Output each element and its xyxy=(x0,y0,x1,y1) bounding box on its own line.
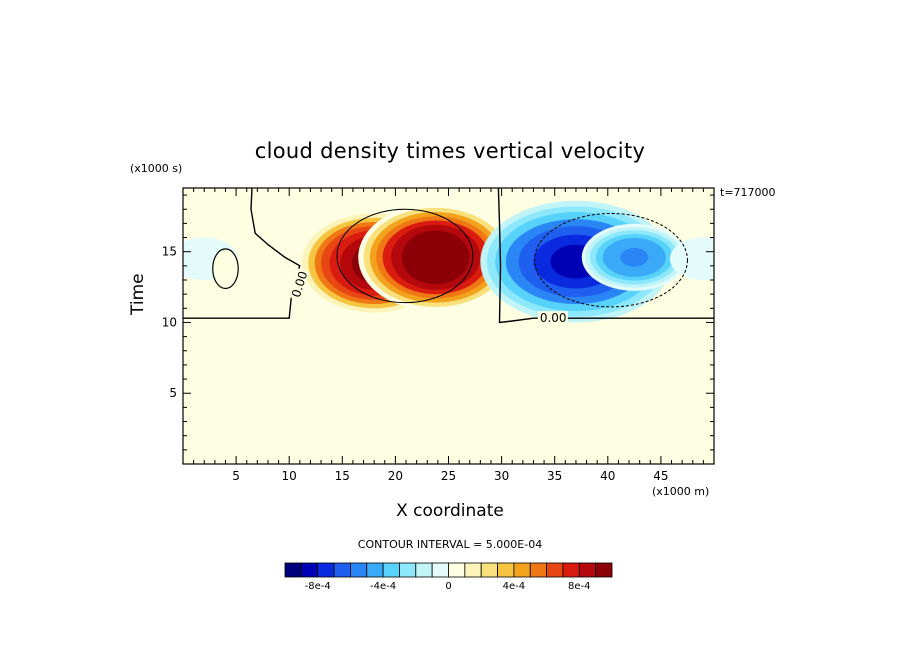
x-tick-label: 40 xyxy=(600,469,615,483)
x-tick-label: 45 xyxy=(653,469,668,483)
contour-field xyxy=(183,188,714,464)
x-tick-label: 35 xyxy=(547,469,562,483)
contour-band-updraft-1-7 xyxy=(413,237,459,278)
x-tick-label: 30 xyxy=(494,469,509,483)
axis-ticks xyxy=(183,188,714,464)
y-tick-label: 10 xyxy=(162,315,177,329)
x-axis-unit: (x1000 m) xyxy=(652,485,710,498)
x-tick-label: 5 xyxy=(232,469,240,483)
x-axis-label: X coordinate xyxy=(396,501,504,521)
colorbar-label-3: 4e-4 xyxy=(503,581,526,592)
x-tick-label: 25 xyxy=(441,469,456,483)
y-tick-label: 5 xyxy=(169,386,177,400)
colorbar-label-2: 0 xyxy=(445,581,451,592)
colorbar-swatch-19 xyxy=(595,562,613,578)
colorbar-swatch-3 xyxy=(333,562,351,578)
timestamp-label: t=717000 xyxy=(720,186,776,199)
colorbar-swatch-0 xyxy=(284,562,302,578)
zero-contour-line-0 xyxy=(183,188,301,319)
colorbar-swatch-6 xyxy=(382,562,400,578)
colorbar-swatch-18 xyxy=(578,562,597,578)
contour-lines: 0.000.00 xyxy=(183,188,714,325)
y-axis-unit: (x1000 s) xyxy=(130,162,183,175)
colorbar-label-4: 8e-4 xyxy=(568,581,591,592)
colorbar-swatch-13 xyxy=(497,562,515,578)
colorbar-swatch-5 xyxy=(366,562,384,578)
chart-title: cloud density times vertical velocity xyxy=(254,139,646,163)
colorbar-swatch-17 xyxy=(562,562,580,578)
colorbar-swatch-15 xyxy=(529,562,548,578)
colorbar-label-1: -4e-4 xyxy=(370,581,396,592)
colorbar-swatch-14 xyxy=(513,562,531,578)
colorbar-swatch-10 xyxy=(448,562,466,578)
contour-band-downdraft-3-6 xyxy=(620,248,649,267)
colorbar-swatch-4 xyxy=(349,562,368,578)
x-tick-label: 15 xyxy=(335,469,350,483)
colorbar-swatch-9 xyxy=(431,562,449,578)
updraft-contour-line xyxy=(336,208,474,304)
contour-band-downdraft-4-6 xyxy=(195,252,214,265)
colorbar-swatch-8 xyxy=(415,562,433,578)
downdraft-contour-line xyxy=(534,212,688,308)
colorbar: -8e-4 -4e-4 0 4e-4 8e-4 xyxy=(284,562,613,592)
colorbar-label-0: -8e-4 xyxy=(305,581,331,592)
colorbar-swatch-12 xyxy=(480,562,498,578)
colorbar-swatch-1 xyxy=(300,562,319,578)
x-tick-label: 20 xyxy=(388,469,403,483)
contour-label-bg-1 xyxy=(537,311,568,324)
tick-labels: 5 10 15 20 25 30 35 40 45 5 10 15 xyxy=(162,245,669,483)
zero-contour-island xyxy=(212,248,239,290)
contour-label-1: 0.00 xyxy=(540,311,567,325)
contour-label-bg-0 xyxy=(288,268,309,301)
contour-band-downdraft-5-6 xyxy=(694,252,713,265)
x-tick-label: 10 xyxy=(282,469,297,483)
y-tick-label: 15 xyxy=(162,245,177,259)
colorbar-swatch-16 xyxy=(546,562,564,578)
colorbar-swatch-11 xyxy=(464,562,482,578)
colorbar-swatch-2 xyxy=(317,562,335,578)
colorbar-swatch-7 xyxy=(399,562,417,578)
contour-interval: CONTOUR INTERVAL = 5.000E-04 xyxy=(357,538,543,551)
